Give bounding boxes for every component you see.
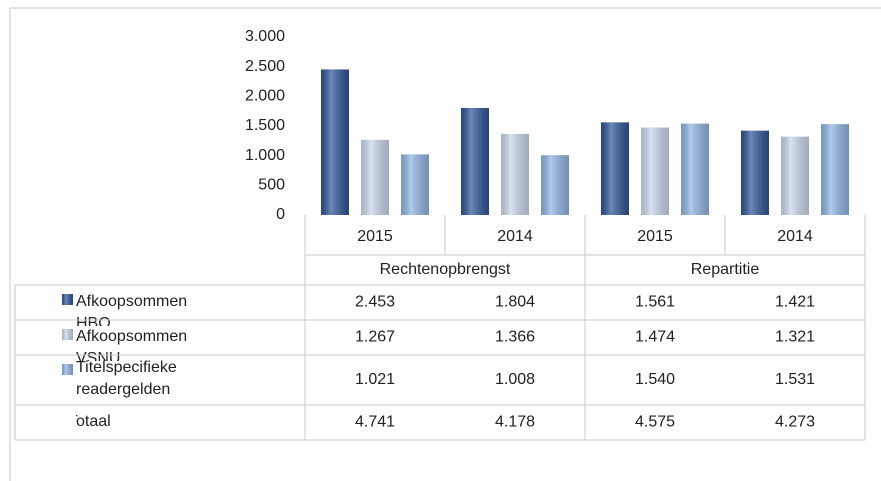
table-cell: 1.267 (355, 329, 395, 346)
table-cell: 1.804 (495, 294, 535, 311)
table-cell: 4.273 (775, 414, 815, 431)
table-cell: 1.531 (775, 371, 815, 388)
bar-shine (401, 154, 429, 215)
y-tick-label: 500 (258, 177, 285, 194)
bar-shine (501, 133, 529, 215)
x-tick-label: 2014 (777, 228, 813, 245)
row-label-box: Afkoopsommen HBO (76, 293, 188, 326)
y-tick-label: 2.500 (245, 58, 285, 75)
table-cell: 1.540 (635, 371, 675, 388)
y-tick-label: 1.000 (245, 147, 285, 164)
legend-swatch-shine (62, 294, 73, 305)
table-cell: 1.366 (495, 329, 535, 346)
table-cell: 1.561 (635, 294, 675, 311)
row-label: Titelspecifieke readergelden (76, 359, 177, 398)
x-tick-label: 2015 (637, 228, 673, 245)
bar-shine (781, 136, 809, 215)
bar-shine (821, 124, 849, 215)
row-label-box: Totaal (76, 413, 111, 430)
row-label: Totaal (76, 413, 111, 430)
bar-shine (461, 107, 489, 215)
table-cell: 1.008 (495, 371, 535, 388)
table-cell: 1.021 (355, 371, 395, 388)
table-cell: 4.178 (495, 414, 535, 431)
table-cell: 4.575 (635, 414, 675, 431)
table-cell: 1.421 (775, 294, 815, 311)
y-tick-label: 0 (276, 206, 285, 223)
bar-shine (741, 130, 769, 215)
table-cell: 4.741 (355, 414, 395, 431)
bar-shine (541, 155, 569, 215)
bar-shine (641, 127, 669, 215)
group-label: Repartitie (691, 261, 760, 278)
x-tick-label: 2015 (357, 228, 393, 245)
bar-shine (601, 122, 629, 215)
y-tick-label: 3.000 (245, 28, 285, 45)
y-tick-label: 2.000 (245, 88, 285, 105)
bar-shine (361, 139, 389, 215)
group-label: Rechtenopbrengst (380, 261, 511, 278)
bar-shine (321, 69, 349, 216)
table-cell: 1.321 (775, 329, 815, 346)
legend-swatch-shine (62, 364, 73, 375)
row-label: Afkoopsommen VSNU (76, 328, 188, 361)
row-label-box: Afkoopsommen VSNU (76, 328, 188, 361)
row-label: Afkoopsommen HBO (76, 293, 188, 326)
bar-shine (681, 123, 709, 215)
x-tick-label: 2014 (497, 228, 533, 245)
row-label-box: Titelspecifieke readergelden (76, 359, 177, 398)
y-tick-label: 1.500 (245, 117, 285, 134)
table-cell: 2.453 (355, 294, 395, 311)
table-cell: 1.474 (635, 329, 675, 346)
legend-swatch-shine (62, 329, 73, 340)
